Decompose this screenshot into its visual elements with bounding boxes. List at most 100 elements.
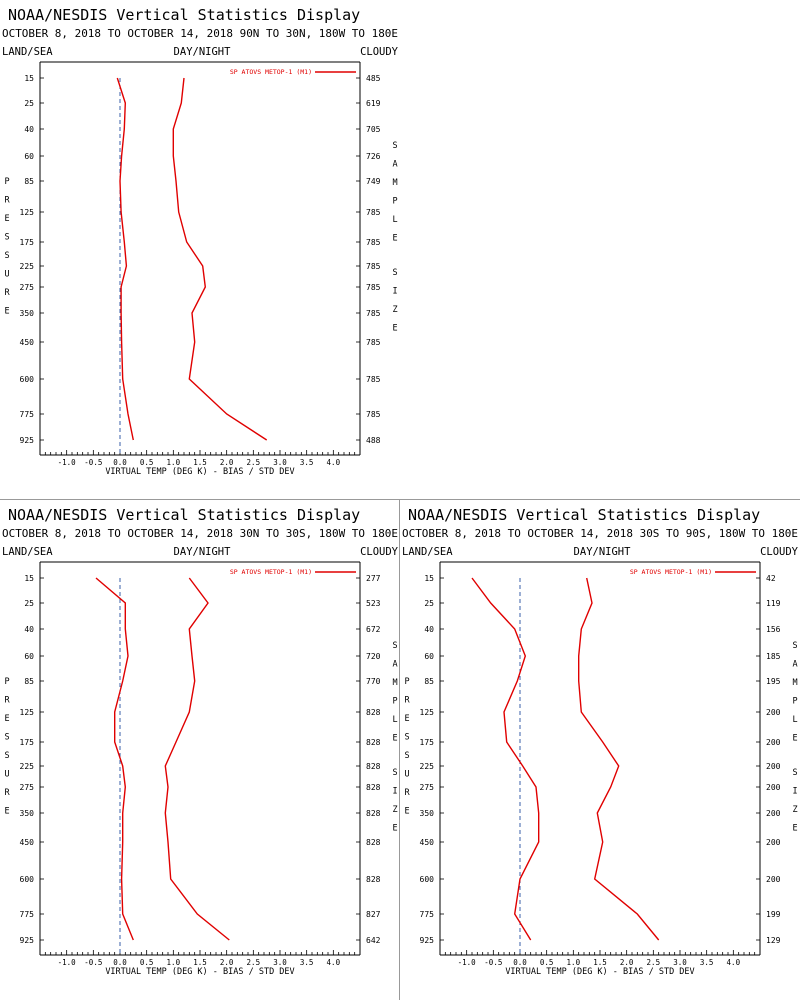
sample-size-label: 523 [366,599,381,608]
x-tick-label: 1.5 [593,958,607,967]
header-day-night: DAY/NIGHT [174,546,232,558]
x-tick-label: -0.5 [84,958,102,967]
x-tick-label: 3.0 [673,958,687,967]
chart-title: NOAA/NESDIS Vertical Statistics Display [8,506,360,524]
pressure-level-label: 125 [20,708,35,717]
sample-size-label: 200 [766,762,781,771]
header-cloudy: CLOUDY [760,546,799,558]
std_dev-line [577,577,660,941]
std_dev-line [172,77,268,441]
sample-size-label: 828 [366,762,381,771]
sample-size-label: 705 [366,125,381,134]
pressure-level-label: 175 [420,738,435,747]
legend-label: SP ATOVS METOP-1 (M1) [230,568,312,576]
x-tick-label: -1.0 [458,958,477,967]
pressure-level-label: 40 [424,625,434,634]
sample-size-label: 785 [366,283,381,292]
x-tick-label: 4.0 [327,458,341,467]
sample-size-label: 195 [766,677,781,686]
sample-size-label: 488 [366,436,381,445]
sample-size-label: 672 [366,625,381,634]
sample-size-label: 119 [766,599,781,608]
pressure-level-label: 600 [20,875,35,884]
header-land-sea: LAND/SEA [2,546,53,558]
x-tick-label: 1.5 [193,958,207,967]
x-axis-label: VIRTUAL TEMP (DEG K) - BIAS / STD DEV [105,467,294,477]
x-tick-label: 1.0 [167,958,181,967]
sample-size-label: 828 [366,708,381,717]
sample-size-label: 619 [366,99,381,108]
pressure-level-label: 40 [24,625,34,634]
sample-size-label: 199 [766,910,781,919]
x-tick-label: 0.0 [513,958,527,967]
header-day-night: DAY/NIGHT [574,546,632,558]
x-tick-label: 3.0 [273,458,287,467]
x-tick-label: 4.0 [327,958,341,967]
sample-size-label: 200 [766,875,781,884]
sample-size-label: 828 [366,875,381,884]
sample-size-label: 200 [766,783,781,792]
sample-size-label: 642 [366,936,381,945]
x-tick-label: 0.5 [140,458,154,467]
sample-size-label: 785 [366,208,381,217]
sample-size-label: 185 [766,652,781,661]
x-tick-label: 0.0 [113,458,127,467]
header-day-night: DAY/NIGHT [174,46,232,58]
pressure-level-label: 60 [424,652,434,661]
pressure-level-label: 925 [20,436,35,445]
pressure-level-label: 40 [24,125,34,134]
x-tick-label: 1.0 [167,458,181,467]
x-tick-label: 3.5 [700,958,714,967]
pressure-level-label: 225 [20,762,35,771]
x-axis-label: VIRTUAL TEMP (DEG K) - BIAS / STD DEV [105,967,294,977]
pressure-level-label: 225 [20,262,35,271]
sample-size-label: 785 [366,375,381,384]
x-tick-label: 2.0 [620,958,634,967]
std_dev-line [164,577,230,941]
sample-size-label: 200 [766,738,781,747]
sample-size-label: 42 [766,574,776,583]
x-tick-label: 0.5 [140,958,154,967]
chart-svg: NOAA/NESDIS Vertical Statistics Display O… [2,6,399,477]
header-land-sea: LAND/SEA [402,546,453,558]
pressure-level-label: 775 [20,410,35,419]
pressure-level-label: 450 [420,838,435,847]
chart-panel-90n-30n: NOAA/NESDIS Vertical Statistics Display O… [0,0,400,500]
pressure-level-label: 85 [24,677,34,686]
pressure-level-label: 450 [20,338,35,347]
x-tick-label: 1.5 [193,458,207,467]
sample-size-label: 785 [366,410,381,419]
pressure-level-label: 60 [24,152,34,161]
x-tick-label: 1.0 [567,958,581,967]
legend-label: SP ATOVS METOP-1 (M1) [230,68,312,76]
sample-size-label: 277 [366,574,381,583]
pressure-level-label: 15 [424,574,434,583]
pressure-level-label: 775 [20,910,35,919]
sample-size-label: 720 [366,652,381,661]
x-tick-label: 0.5 [540,958,554,967]
bias-line [471,577,540,941]
pressure-level-label: 450 [20,838,35,847]
sample-size-label: 828 [366,738,381,747]
sample-size-label: 200 [766,838,781,847]
sample-size-label: 485 [366,74,381,83]
pressure-level-label: 775 [420,910,435,919]
chart-subtitle: OCTOBER 8, 2018 TO OCTOBER 14, 2018 30S … [402,528,798,540]
pressure-level-label: 25 [24,599,34,608]
pressure-level-label: 275 [420,783,435,792]
bias-line [116,77,134,441]
x-tick-label: 2.0 [220,958,234,967]
sample-size-label: 785 [366,309,381,318]
pressure-level-label: 600 [20,375,35,384]
chart-title: NOAA/NESDIS Vertical Statistics Display [408,506,760,524]
sample-size-label: 156 [766,625,781,634]
chart-panel-30s-90s: NOAA/NESDIS Vertical Statistics Display O… [400,500,800,1000]
sample-size-label: 726 [366,152,381,161]
x-tick-label: 3.5 [300,958,314,967]
sample-size-label: 749 [366,177,381,186]
pressure-level-label: 925 [20,936,35,945]
header-cloudy: CLOUDY [360,46,399,58]
